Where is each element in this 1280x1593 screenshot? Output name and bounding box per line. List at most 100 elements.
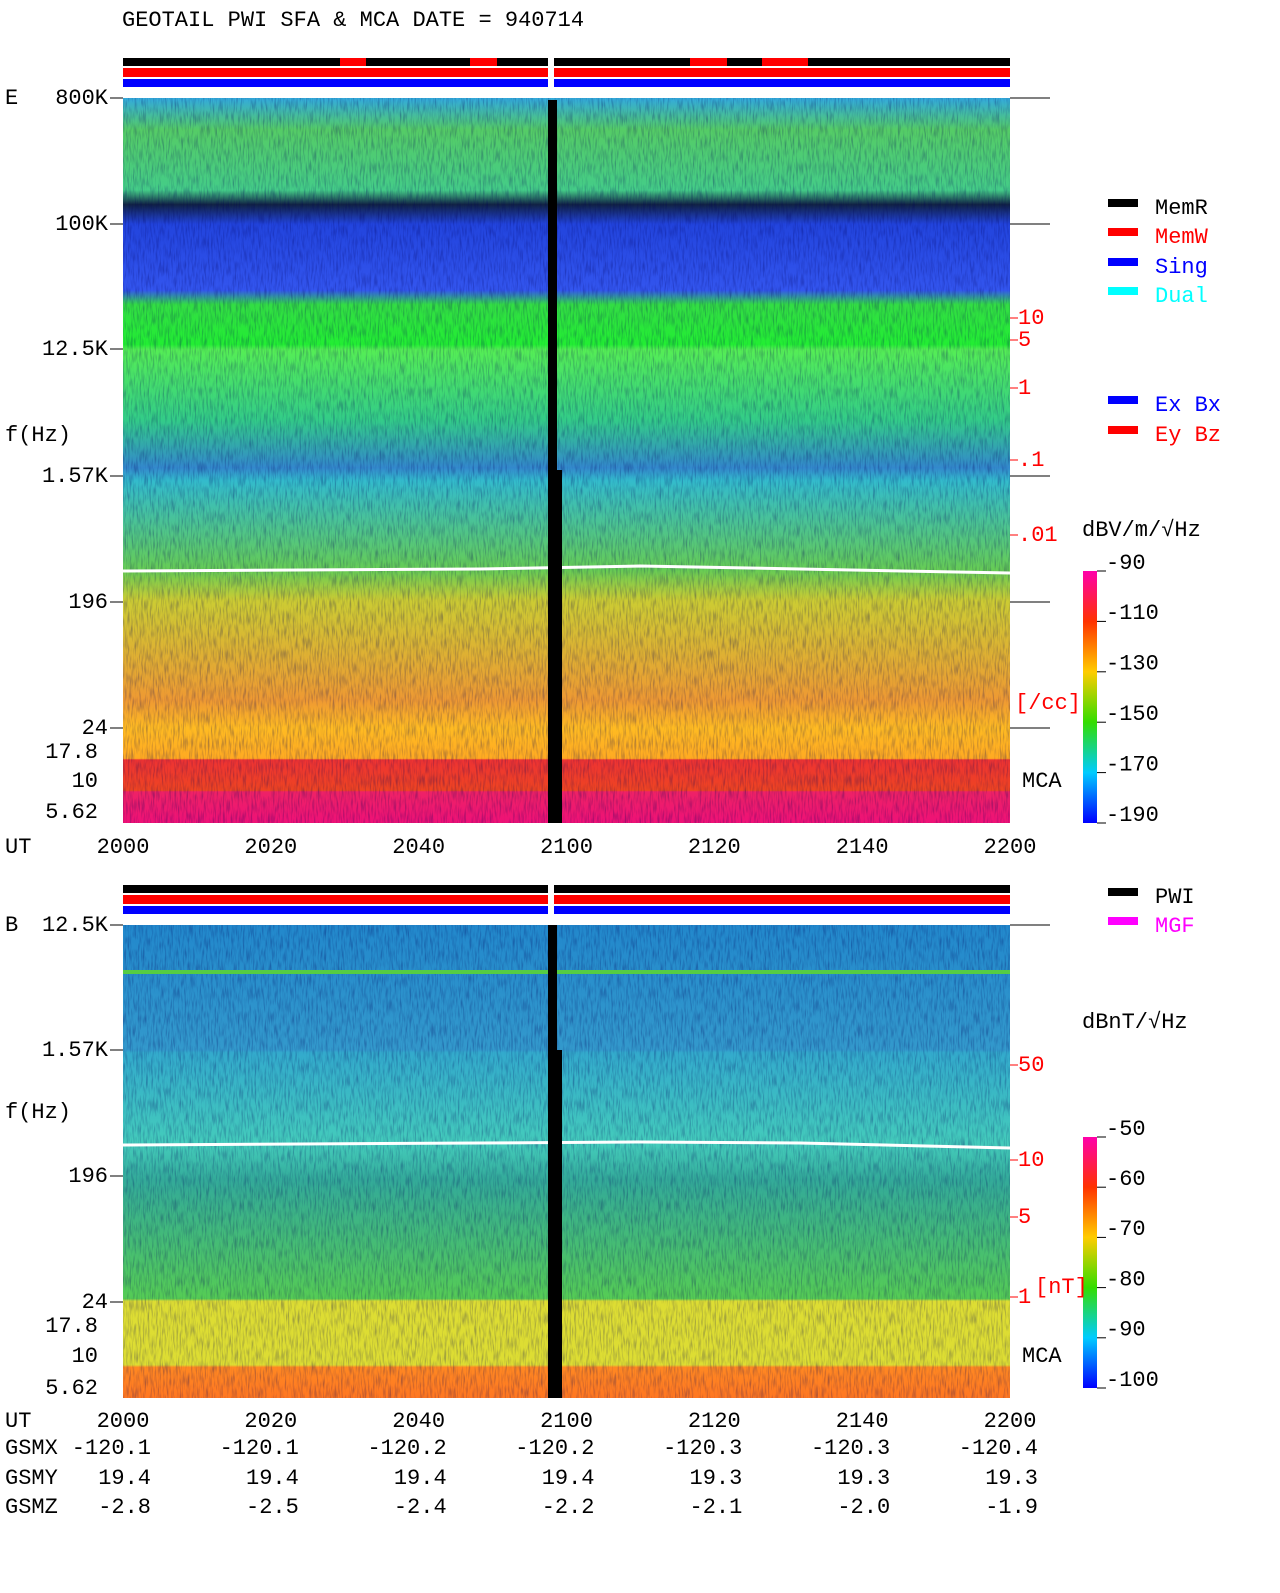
orbit-value: -120.3 xyxy=(663,1436,742,1461)
y-tick-label: 24 xyxy=(82,1290,108,1315)
density-tick-label: .1 xyxy=(1018,448,1044,473)
status-bar xyxy=(123,895,1010,904)
y-tick-label: 1.57K xyxy=(42,1038,109,1063)
orbit-value: 19.3 xyxy=(985,1466,1038,1491)
x-tick-label: 2100 xyxy=(540,835,593,860)
orbit-value: -120.2 xyxy=(367,1436,446,1461)
orbit-value: -2.2 xyxy=(542,1495,595,1520)
colorbar-tick-label: -70 xyxy=(1106,1217,1146,1242)
x-tick-label: 2120 xyxy=(688,835,741,860)
status-bar xyxy=(123,885,1010,893)
legend-swatch xyxy=(1108,888,1138,896)
data-gap xyxy=(548,100,562,823)
legend-swatch xyxy=(1108,426,1138,434)
colorbar-tick-label: -150 xyxy=(1106,702,1159,727)
legend-label: Ex Bx xyxy=(1155,393,1221,418)
orbit-value: -120.1 xyxy=(220,1436,299,1461)
legend-label: Dual xyxy=(1155,284,1208,309)
title: GEOTAIL PWI SFA & MCA DATE = 940714 xyxy=(122,8,584,33)
legend-swatch xyxy=(1108,199,1138,207)
status-bar xyxy=(123,68,1010,77)
y-tick-label: 100K xyxy=(55,212,109,237)
density-tick-label: .01 xyxy=(1018,523,1058,548)
mca-label: MCA xyxy=(1022,769,1062,794)
colorbar-label: dBV/m/√Hz xyxy=(1082,518,1201,543)
orbit-value: 19.4 xyxy=(98,1466,151,1491)
x-tick-label: 2020 xyxy=(244,835,297,860)
orbit-value: -1.9 xyxy=(985,1495,1038,1520)
orbit-value: -120.4 xyxy=(959,1436,1038,1461)
x-axis-label: UT xyxy=(5,835,31,860)
orbit-value: -120.3 xyxy=(811,1436,890,1461)
data-gap xyxy=(548,925,562,1398)
y-tick-label: 196 xyxy=(68,590,108,615)
y-axis-label: f(Hz) xyxy=(5,1100,71,1125)
density-tick-label: 1 xyxy=(1018,376,1031,401)
legend-label: PWI xyxy=(1155,885,1195,910)
x-tick-label: 2020 xyxy=(244,1409,297,1434)
texture xyxy=(123,98,1010,823)
density-tick-label: 10 xyxy=(1018,306,1044,331)
orbit-label: GSMX xyxy=(5,1436,58,1461)
colorbar xyxy=(1083,571,1097,823)
legend-label: Ey Bz xyxy=(1155,423,1221,448)
orbit-value: 19.3 xyxy=(837,1466,890,1491)
density-tick-label: 5 xyxy=(1018,328,1031,353)
orbit-value: -2.8 xyxy=(98,1495,151,1520)
status-gap xyxy=(548,58,554,88)
density-tick-label: 10 xyxy=(1018,1148,1044,1173)
colorbar-tick-label: -50 xyxy=(1106,1117,1146,1142)
orbit-value: 19.3 xyxy=(690,1466,743,1491)
colorbar-tick-label: -190 xyxy=(1106,803,1159,828)
orbit-label: GSMY xyxy=(5,1466,58,1491)
legend-swatch xyxy=(1108,396,1138,404)
x-tick-label: 2100 xyxy=(540,1409,593,1434)
y-tick-label: 24 xyxy=(82,716,108,741)
x-tick-label: 2120 xyxy=(688,1409,741,1434)
panel-label: B xyxy=(5,913,18,938)
legend-swatch xyxy=(1108,228,1138,236)
panel-label: E xyxy=(5,86,18,111)
colorbar xyxy=(1083,1137,1097,1388)
colorbar-tick-label: -60 xyxy=(1106,1167,1146,1192)
legend-swatch xyxy=(1108,287,1138,295)
status-bar xyxy=(123,79,1010,87)
status-mark xyxy=(470,58,497,66)
orbit-value: -2.4 xyxy=(394,1495,447,1520)
colorbar-tick-label: -110 xyxy=(1106,601,1159,626)
colorbar-tick-label: -80 xyxy=(1106,1267,1146,1292)
density-unit: [nT] xyxy=(1035,1275,1088,1300)
x-tick-label: 2000 xyxy=(97,835,150,860)
legend-label: MemR xyxy=(1155,196,1208,221)
status-bar xyxy=(123,906,1010,914)
x-tick-label: 2140 xyxy=(836,1409,889,1434)
colorbar-tick-label: -170 xyxy=(1106,752,1159,777)
legend-swatch xyxy=(1108,258,1138,266)
x-tick-label: 2000 xyxy=(97,1409,150,1434)
texture xyxy=(123,925,1010,1398)
x-tick-label: 2200 xyxy=(984,1409,1037,1434)
orbit-value: -120.1 xyxy=(72,1436,151,1461)
orbit-value: 19.4 xyxy=(246,1466,299,1491)
y-tick-label: 12.5K xyxy=(42,337,109,362)
colorbar-tick-label: -90 xyxy=(1106,551,1146,576)
y-tick-label: 800K xyxy=(55,86,109,111)
mca-label: MCA xyxy=(1022,1344,1062,1369)
mca-tick-label: 17.8 xyxy=(45,1314,98,1339)
status-mark xyxy=(762,58,808,66)
density-tick-label: 1 xyxy=(1018,1285,1031,1310)
orbit-value: -2.1 xyxy=(690,1495,743,1520)
legend-label: MGF xyxy=(1155,914,1195,939)
density-tick-label: 5 xyxy=(1018,1205,1031,1230)
x-tick-label: 2040 xyxy=(392,835,445,860)
x-tick-label: 2200 xyxy=(984,835,1037,860)
status-bar xyxy=(123,58,1010,66)
x-axis-label: UT xyxy=(5,1409,31,1434)
mca-tick-label: 5.62 xyxy=(45,800,98,825)
orbit-value: -2.5 xyxy=(246,1495,299,1520)
x-tick-label: 2040 xyxy=(392,1409,445,1434)
orbit-value: -2.0 xyxy=(837,1495,890,1520)
y-tick-label: 1.57K xyxy=(42,464,109,489)
